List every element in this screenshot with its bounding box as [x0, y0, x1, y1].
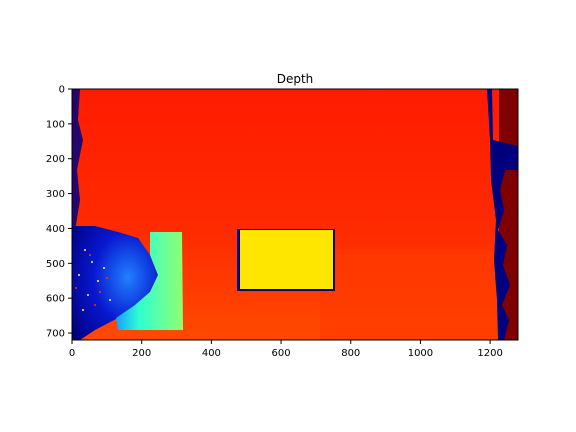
y-tick-label: 0 — [59, 85, 65, 96]
y-tick-label: 700 — [46, 329, 65, 340]
noise-dots-red — [75, 254, 108, 306]
figure-title: Depth — [277, 72, 314, 86]
x-tick-label: 400 — [202, 348, 221, 359]
y-tick-label: 300 — [46, 189, 65, 200]
noise-dots — [78, 249, 111, 311]
x-axis-ticks: 0 200 400 600 800 1000 1200 — [69, 340, 503, 359]
depth-image — [72, 89, 518, 340]
blue-object — [72, 226, 158, 340]
y-tick-label: 100 — [46, 119, 65, 130]
y-tick-label: 400 — [46, 224, 65, 235]
x-tick-label: 1200 — [477, 348, 502, 359]
y-tick-label: 200 — [46, 154, 65, 165]
axes-frame — [71, 88, 519, 341]
x-tick-label: 600 — [272, 348, 291, 359]
depth-lower-region — [320, 250, 500, 340]
y-axis-ticks: 0 100 200 300 400 500 600 700 — [46, 85, 72, 340]
y-tick-label: 500 — [46, 259, 65, 270]
x-tick-label: 0 — [69, 348, 75, 359]
yellow-box — [240, 230, 333, 289]
y-tick-label: 600 — [46, 294, 65, 305]
left-edge-noise — [72, 89, 83, 230]
cyan-box — [116, 232, 183, 330]
x-tick-label: 800 — [341, 348, 360, 359]
x-tick-label: 1000 — [408, 348, 433, 359]
x-tick-label: 200 — [132, 348, 151, 359]
right-edge-noise — [487, 89, 518, 340]
